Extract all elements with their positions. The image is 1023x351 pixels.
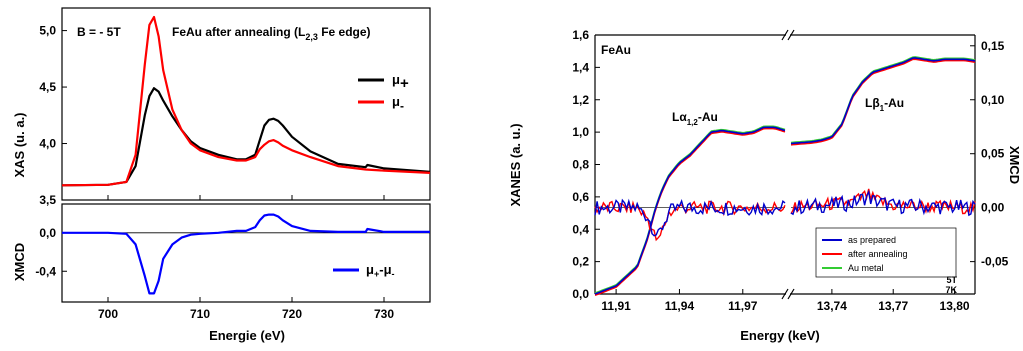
- ytick-label: 1,0: [572, 125, 589, 139]
- xanes-series-after-annealing: [594, 127, 786, 297]
- axis-break-mark: [781, 288, 789, 300]
- xmcd-y2label: XMCD: [1007, 146, 1022, 184]
- temperature-annotation: 7K: [945, 285, 957, 295]
- xmcd-series-as-prepared: [790, 189, 976, 217]
- xtick-label: 11,91: [601, 299, 631, 313]
- xtick-label: 13,74: [817, 299, 847, 313]
- xas-ytick-label: 4,0: [39, 137, 56, 151]
- ytick-label: 0,4: [572, 222, 589, 236]
- xtick-label: 720: [282, 307, 302, 321]
- xtick-label: 710: [190, 307, 210, 321]
- xanes-ylabel: XANES (a. u.): [508, 123, 523, 206]
- y2tick-label: 0,00: [981, 201, 1005, 215]
- xanes-chart: 0,0 0,2 0,4 0,6 0,8 1,0 1,2 1,4 1,6 -0,05 0,00 0,05…: [508, 28, 1022, 343]
- xtick-label: 13,77: [878, 299, 908, 313]
- y2tick-label: 0,15: [981, 39, 1005, 53]
- xmcd-frame: [61, 203, 431, 303]
- xas-ytick-label: 4,5: [39, 80, 56, 94]
- xanes-series-as-prepared: [594, 126, 786, 295]
- series-mu-plus: [61, 87, 431, 187]
- x-axis-label: Energy (keV): [740, 328, 819, 343]
- x-axis-label: Energie (eV): [209, 328, 285, 343]
- xtick-label: 13,80: [940, 299, 970, 313]
- axis-break-mark: [787, 288, 795, 300]
- axis-break-mark: [787, 29, 795, 41]
- xanes-series-after-annealing: [790, 58, 976, 146]
- xanes-series-as-prepared: [790, 57, 976, 145]
- legend-label-xmcd: μ+-μ-: [366, 262, 395, 279]
- xtick-label: 730: [374, 307, 394, 321]
- xas-ytick-label: 3,5: [39, 193, 56, 207]
- xas-ylabel: XAS (u. a.): [12, 112, 27, 177]
- y2tick-label: 0,05: [981, 147, 1005, 161]
- ytick-label: 1,4: [572, 60, 589, 74]
- y2tick-label: -0,05: [981, 255, 1009, 269]
- xas-xmcd-chart: 3,5 4,0 4,5 5,0 0,0 -0,4 700 710 720 730 XAS (u.…: [12, 7, 431, 343]
- ytick-label: 0,6: [572, 190, 589, 204]
- legend-label-mu-plus: μ+: [392, 72, 409, 92]
- xmcd-series-after-annealing: [790, 188, 976, 215]
- xmcd-series-as-prepared: [594, 198, 786, 237]
- xmcd-ytick-label: -0,4: [35, 264, 56, 278]
- xanes-plot-area: 0,0 0,2 0,4 0,6 0,8 1,0 1,2 1,4 1,6 -0,05 0,00 0,05…: [572, 28, 1008, 313]
- xas-frame: [61, 7, 431, 201]
- xmcd-ytick-label: 0,0: [39, 226, 56, 240]
- ytick-label: 0,2: [572, 255, 589, 269]
- xmcd-plot-area: 0,0 -0,4 700 710 720 730: [35, 203, 431, 321]
- xmcd-ylabel: XMCD: [12, 243, 27, 281]
- ytick-label: 0,0: [572, 287, 589, 301]
- axis-break-mark: [781, 29, 789, 41]
- legend-label-as-prepared: as prepared: [848, 235, 896, 245]
- legend-label-au-metal: Au metal: [848, 263, 884, 273]
- field-annotation: 5T: [946, 275, 957, 285]
- legend-label-after-annealing: after annealing: [848, 249, 908, 259]
- xanes-series-au-metal: [790, 56, 976, 144]
- xas-ytick-label: 5,0: [39, 24, 56, 38]
- annotation-l-alpha: Lα1,2-Au: [672, 110, 718, 127]
- ytick-label: 1,6: [572, 28, 589, 42]
- xtick-label: 700: [98, 307, 118, 321]
- chart-title: FeAu after annealing (L2,3 Fe edge): [172, 25, 371, 42]
- ytick-label: 1,2: [572, 93, 589, 107]
- ytick-label: 0,8: [572, 158, 589, 172]
- xas-plot-area: 3,5 4,0 4,5 5,0: [39, 7, 431, 207]
- field-annotation: B = - 5T: [77, 25, 121, 39]
- legend-box: [815, 227, 957, 278]
- series-mu-minus: [61, 15, 431, 187]
- annotation-l-beta: Lβ1-Au: [865, 96, 904, 113]
- series-xmcd: [62, 213, 430, 295]
- sample-label: FeAu: [601, 43, 631, 57]
- xtick-label: 11,97: [728, 299, 758, 313]
- xtick-label: 11,94: [665, 299, 695, 313]
- legend-label-mu-minus: μ-: [392, 94, 404, 113]
- y2tick-label: 0,10: [981, 93, 1005, 107]
